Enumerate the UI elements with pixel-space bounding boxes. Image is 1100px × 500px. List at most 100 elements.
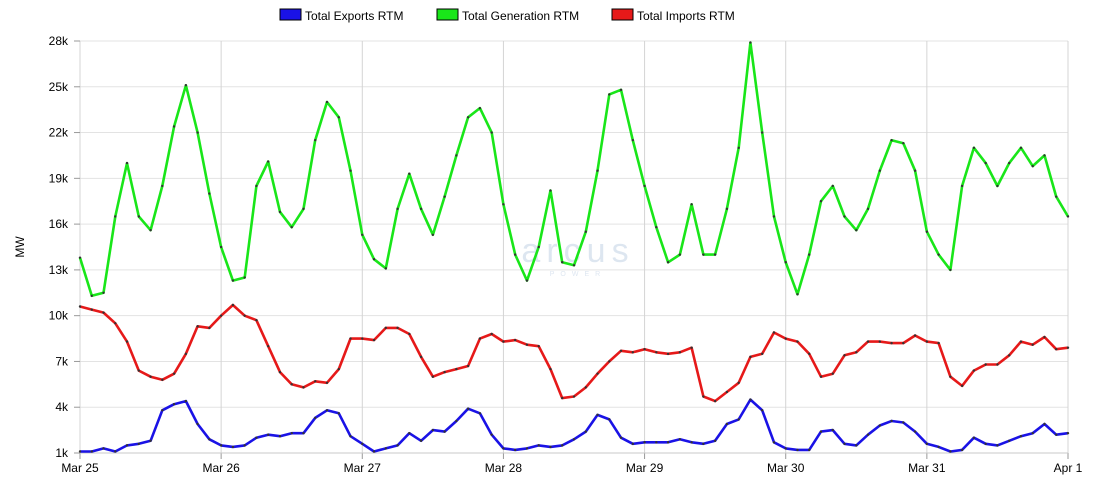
data-point (78, 305, 82, 308)
data-point (149, 375, 152, 378)
data-point (419, 207, 423, 211)
data-point (866, 207, 870, 211)
data-point (525, 343, 529, 346)
data-point (137, 215, 141, 218)
data-point (208, 438, 211, 441)
legend-item[interactable]: Total Generation RTM (436, 8, 579, 23)
data-point (1043, 335, 1046, 339)
data-point (349, 435, 352, 438)
data-point (337, 412, 340, 415)
data-point (478, 106, 482, 110)
data-point (549, 445, 552, 449)
data-point (666, 441, 670, 444)
data-point (408, 431, 411, 435)
data-point (466, 407, 470, 410)
data-point (90, 450, 93, 453)
data-point (831, 372, 834, 375)
data-point (349, 337, 352, 340)
data-point (772, 441, 776, 444)
data-point (584, 386, 587, 389)
data-point (502, 340, 505, 343)
data-point (855, 351, 858, 354)
data-point (408, 172, 411, 175)
data-point (478, 412, 482, 415)
y-tick-label: 16k (49, 217, 69, 231)
data-point (161, 378, 164, 381)
data-point (90, 308, 93, 311)
svg-text:POWER: POWER (550, 271, 606, 278)
data-point (984, 161, 987, 165)
legend-item[interactable]: Total Exports RTM (279, 8, 403, 23)
grid (79, 40, 1069, 454)
data-point (713, 399, 717, 403)
data-point (584, 430, 587, 433)
data-point (1055, 433, 1058, 436)
data-point (996, 363, 999, 366)
data-point (655, 351, 658, 354)
data-point (631, 442, 635, 446)
data-point (713, 253, 717, 256)
data-point (596, 372, 599, 375)
x-tick-label: Mar 26 (202, 461, 240, 475)
data-point (655, 225, 658, 229)
data-point (149, 439, 152, 442)
data-point (831, 428, 834, 432)
data-point (866, 433, 870, 436)
data-point (690, 203, 693, 206)
data-point (490, 332, 493, 336)
data-point (384, 447, 388, 450)
legend-label: Total Imports RTM (637, 9, 735, 23)
data-point (949, 450, 952, 453)
data-point (572, 264, 576, 267)
data-point (314, 416, 317, 420)
data-point (243, 444, 246, 447)
data-point (431, 233, 435, 236)
data-point (196, 325, 199, 328)
data-point (866, 340, 870, 343)
data-point (878, 424, 882, 427)
legend-swatch (611, 8, 634, 21)
data-point (1055, 195, 1058, 198)
data-point (184, 399, 188, 403)
data-point (137, 442, 141, 446)
data-point (737, 146, 740, 150)
series-total-imports-rtm (78, 303, 1070, 403)
data-point (490, 433, 493, 436)
data-point (902, 341, 905, 345)
legend-item[interactable]: Total Imports RTM (611, 8, 735, 23)
data-point (231, 445, 235, 449)
data-point (913, 334, 917, 337)
data-point (913, 169, 917, 172)
data-point (455, 419, 458, 423)
data-point (596, 413, 599, 417)
data-point (290, 225, 293, 229)
data-point (384, 326, 388, 330)
data-point (796, 293, 799, 296)
data-point (396, 207, 399, 211)
data-point (655, 441, 658, 444)
data-point (796, 340, 799, 343)
data-point (913, 430, 917, 433)
data-point (784, 261, 787, 264)
y-tick-label: 10k (49, 309, 69, 323)
legend-swatch (279, 8, 302, 21)
data-point (561, 444, 564, 447)
data-point (102, 291, 105, 294)
data-point (1055, 348, 1058, 351)
data-point (114, 322, 117, 325)
x-axis: Mar 25 Mar 26 Mar 27 Mar 28 Mar 29 Mar 30 Mar … (61, 452, 1083, 475)
data-point (890, 341, 893, 345)
data-point (666, 352, 670, 356)
data-point (643, 441, 646, 444)
data-point (196, 131, 199, 134)
data-point (396, 444, 399, 447)
data-point (184, 84, 188, 87)
data-point (525, 447, 529, 450)
data-point (455, 367, 458, 371)
data-point (972, 146, 976, 150)
data-point (678, 253, 682, 256)
x-tick-label: Mar 25 (61, 461, 99, 475)
data-point (266, 433, 270, 436)
data-point (1066, 346, 1070, 349)
